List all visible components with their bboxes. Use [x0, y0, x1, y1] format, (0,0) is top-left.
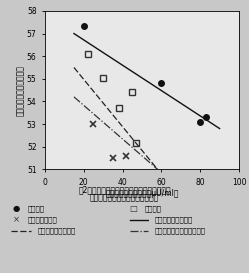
Text: ●: ●: [12, 204, 20, 213]
Text: ホルスタイン種: ホルスタイン種: [27, 216, 57, 223]
Text: 褐毛和種の回帰直線: 褐毛和種の回帰直線: [37, 227, 76, 234]
Text: 黒毛和種: 黒毛和種: [27, 206, 44, 212]
Text: 黒毛和種の回帰直線: 黒毛和種の回帰直線: [154, 216, 193, 223]
Text: □: □: [129, 204, 137, 213]
Text: 濃度と枝肉中の赤肉割合との関係: 濃度と枝肉中の赤肉割合との関係: [90, 194, 159, 202]
Text: ×: ×: [12, 215, 19, 224]
Y-axis label: 枝肉中の赤肉割合（％）: 枝肉中の赤肉割合（％）: [16, 65, 25, 115]
Text: 褐毛和種: 褐毛和種: [144, 206, 161, 212]
Text: ホルスタイン種の回帰直線: ホルスタイン種の回帰直線: [154, 227, 205, 234]
X-axis label: 血中インスリン濃度（μU/ml）: 血中インスリン濃度（μU/ml）: [105, 189, 179, 198]
Text: 噣2．肥育過程全期間平均の血中インスリン: 噣2．肥育過程全期間平均の血中インスリン: [78, 185, 171, 194]
